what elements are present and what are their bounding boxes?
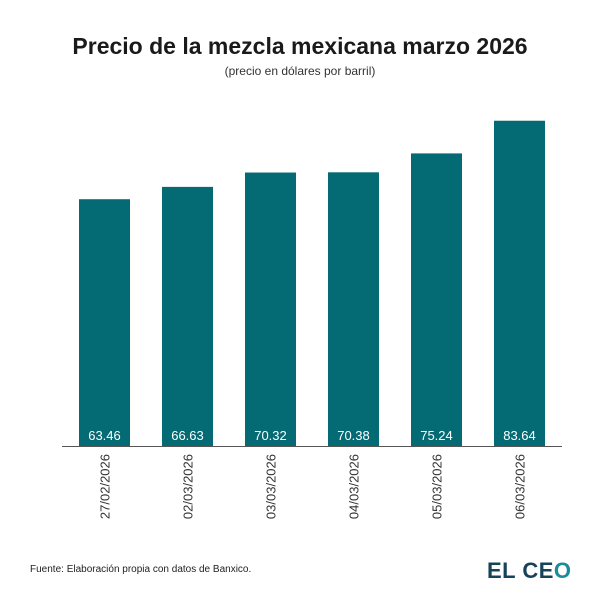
bar (328, 172, 379, 447)
x-tick-label: 05/03/2026 (430, 454, 445, 519)
data-label: 63.46 (88, 428, 121, 443)
data-label: 75.24 (420, 428, 453, 443)
bar (245, 172, 296, 447)
x-tick-label: 02/03/2026 (181, 454, 196, 519)
source-note: Fuente: Elaboración propia con datos de … (30, 564, 252, 575)
x-tick-label: 04/03/2026 (347, 454, 362, 519)
data-label: 83.64 (503, 428, 536, 443)
data-label: 70.38 (337, 428, 370, 443)
bar (79, 199, 130, 446)
data-label: 70.32 (254, 428, 287, 443)
chart-subtitle: (precio en dólares por barril) (224, 64, 376, 78)
data-label: 66.63 (171, 428, 204, 443)
logo-main: EL CE (487, 558, 554, 583)
bar (162, 186, 213, 446)
logo-accent: O (553, 558, 572, 583)
el-ceo-logo: EL CEO (487, 558, 572, 584)
x-tick-label: 27/02/2026 (98, 454, 113, 519)
bar (494, 120, 545, 446)
bar (411, 153, 462, 446)
chart-title: Precio de la mezcla mexicana marzo 2026 (72, 33, 528, 59)
x-tick-label: 06/03/2026 (513, 454, 528, 519)
x-tick-label: 03/03/2026 (264, 454, 279, 519)
